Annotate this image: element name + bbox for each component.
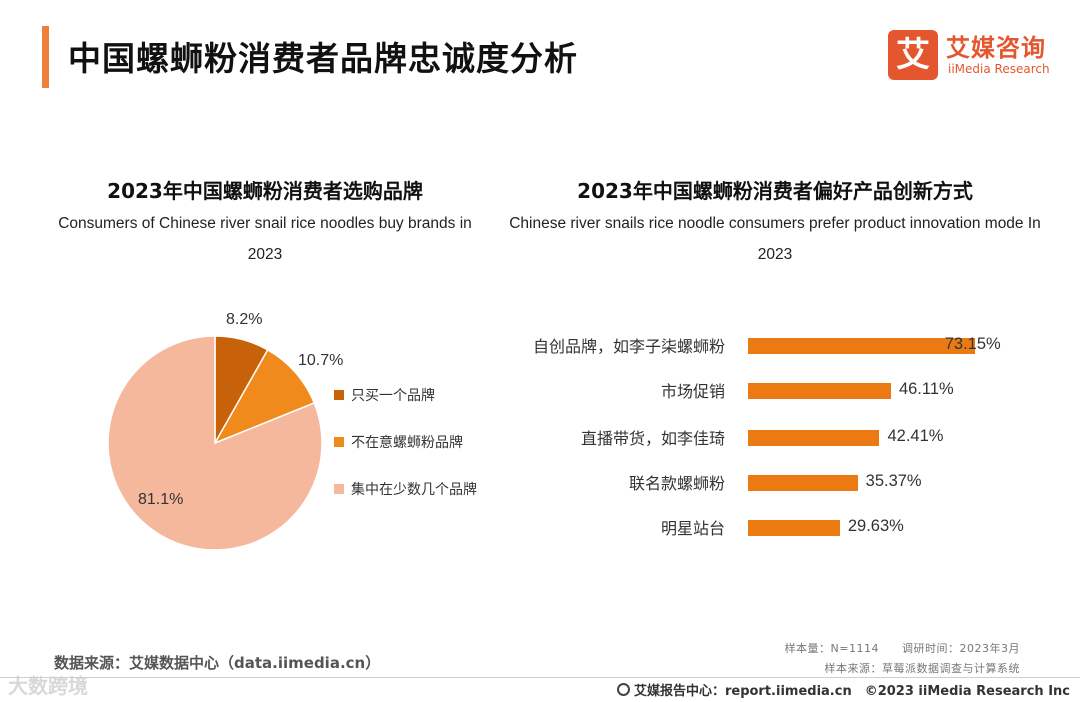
bar-value-label: 42.41% xyxy=(887,427,944,445)
bar xyxy=(748,520,840,536)
data-source: 数据来源：艾媒数据中心（data.iimedia.cn） xyxy=(54,654,381,672)
pie-data-label-single-brand: 8.2% xyxy=(226,311,263,328)
bar xyxy=(748,338,975,354)
bar-chart-title: 2023年中国螺蛳粉消费者偏好产品创新方式 xyxy=(577,179,973,203)
pie-chart-title: 2023年中国螺蛳粉消费者选购品牌 xyxy=(107,179,423,203)
bar-row-celebrity: 明星站台 29.63% xyxy=(480,505,1070,551)
sample-size-note: 样本量：N=1114 调研时间：2023年3月 xyxy=(784,642,1020,655)
bar-category-label: 联名款螺蛳粉 xyxy=(628,474,725,493)
legend-item-no-preference: 不在意螺蛳粉品牌 xyxy=(334,430,477,454)
bar-category-label: 直播带货，如李佳琦 xyxy=(580,429,725,448)
bar-category-label: 自创品牌，如李子柒螺蛳粉 xyxy=(532,337,725,356)
sample-source-note: 样本来源：草莓派数据调查与计算系统 xyxy=(824,662,1020,675)
pie-legend: 只买一个品牌 不在意螺蛳粉品牌 集中在少数几个品牌 xyxy=(334,383,477,524)
legend-label: 只买一个品牌 xyxy=(351,388,435,404)
logo-cn-text: 艾媒咨询 xyxy=(946,34,1046,62)
bar-row-livestream: 直播带货，如李佳琦 42.41% xyxy=(480,415,1070,461)
bar xyxy=(748,475,858,491)
bar-chart-subtitle: Chinese river snails rice noodle consume… xyxy=(509,215,1041,263)
legend-swatch xyxy=(334,390,344,400)
bar-category-label: 明星站台 xyxy=(660,519,725,538)
legend-swatch xyxy=(334,437,344,447)
footer-divider xyxy=(0,677,1080,678)
bar-row-promotion: 市场促销 46.11% xyxy=(480,368,1070,414)
pie-chart xyxy=(107,335,323,551)
bar-category-label: 市场促销 xyxy=(660,382,725,401)
pie-slice xyxy=(107,335,323,551)
bar-value-label: 46.11% xyxy=(898,380,954,398)
iimedia-logo: 艾 艾媒咨询 iiMedia Research xyxy=(888,28,1068,82)
legend-item-single-brand: 只买一个品牌 xyxy=(334,383,477,407)
bar-value-label: 73.15% xyxy=(944,335,1001,353)
bar xyxy=(748,383,891,399)
footer-text: 艾媒报告中心：report.iimedia.cn ©2023 iiMedia R… xyxy=(633,684,1070,699)
page-title: 中国螺蛳粉消费者品牌忠诚度分析 xyxy=(68,39,578,78)
bar-value-label: 35.37% xyxy=(865,472,922,490)
logo-mark-icon: 艾 xyxy=(888,30,938,80)
legend-item-few-brands: 集中在少数几个品牌 xyxy=(334,477,477,501)
pie-slice xyxy=(213,348,316,445)
legend-label: 集中在少数几个品牌 xyxy=(351,482,477,498)
bar-row-own-brand: 自创品牌，如李子柒螺蛳粉 73.15% xyxy=(480,323,1070,369)
pie-data-label-no-preference: 10.7% xyxy=(298,352,344,369)
bar-chart: 自创品牌，如李子柒螺蛳粉 73.15% 市场促销 46.11% 直播带货，如李佳… xyxy=(480,323,1070,553)
pie-chart-subtitle: Consumers of Chinese river snail rice no… xyxy=(58,215,472,263)
title-accent-bar xyxy=(42,26,49,88)
legend-swatch xyxy=(334,484,344,494)
bar-row-co-brand: 联名款螺蛳粉 35.37% xyxy=(480,460,1070,506)
bar xyxy=(748,430,880,446)
footer: 艾媒报告中心：report.iimedia.cn ©2023 iiMedia R… xyxy=(616,680,1070,699)
watermark: 大数跨境 xyxy=(8,674,88,698)
pie-data-label-few-brands: 81.1% xyxy=(138,491,184,508)
logo-en-text: iiMedia Research xyxy=(948,62,1050,76)
bar-value-label: 29.63% xyxy=(847,517,904,535)
legend-label: 不在意螺蛳粉品牌 xyxy=(351,435,463,451)
globe-icon xyxy=(616,683,630,696)
